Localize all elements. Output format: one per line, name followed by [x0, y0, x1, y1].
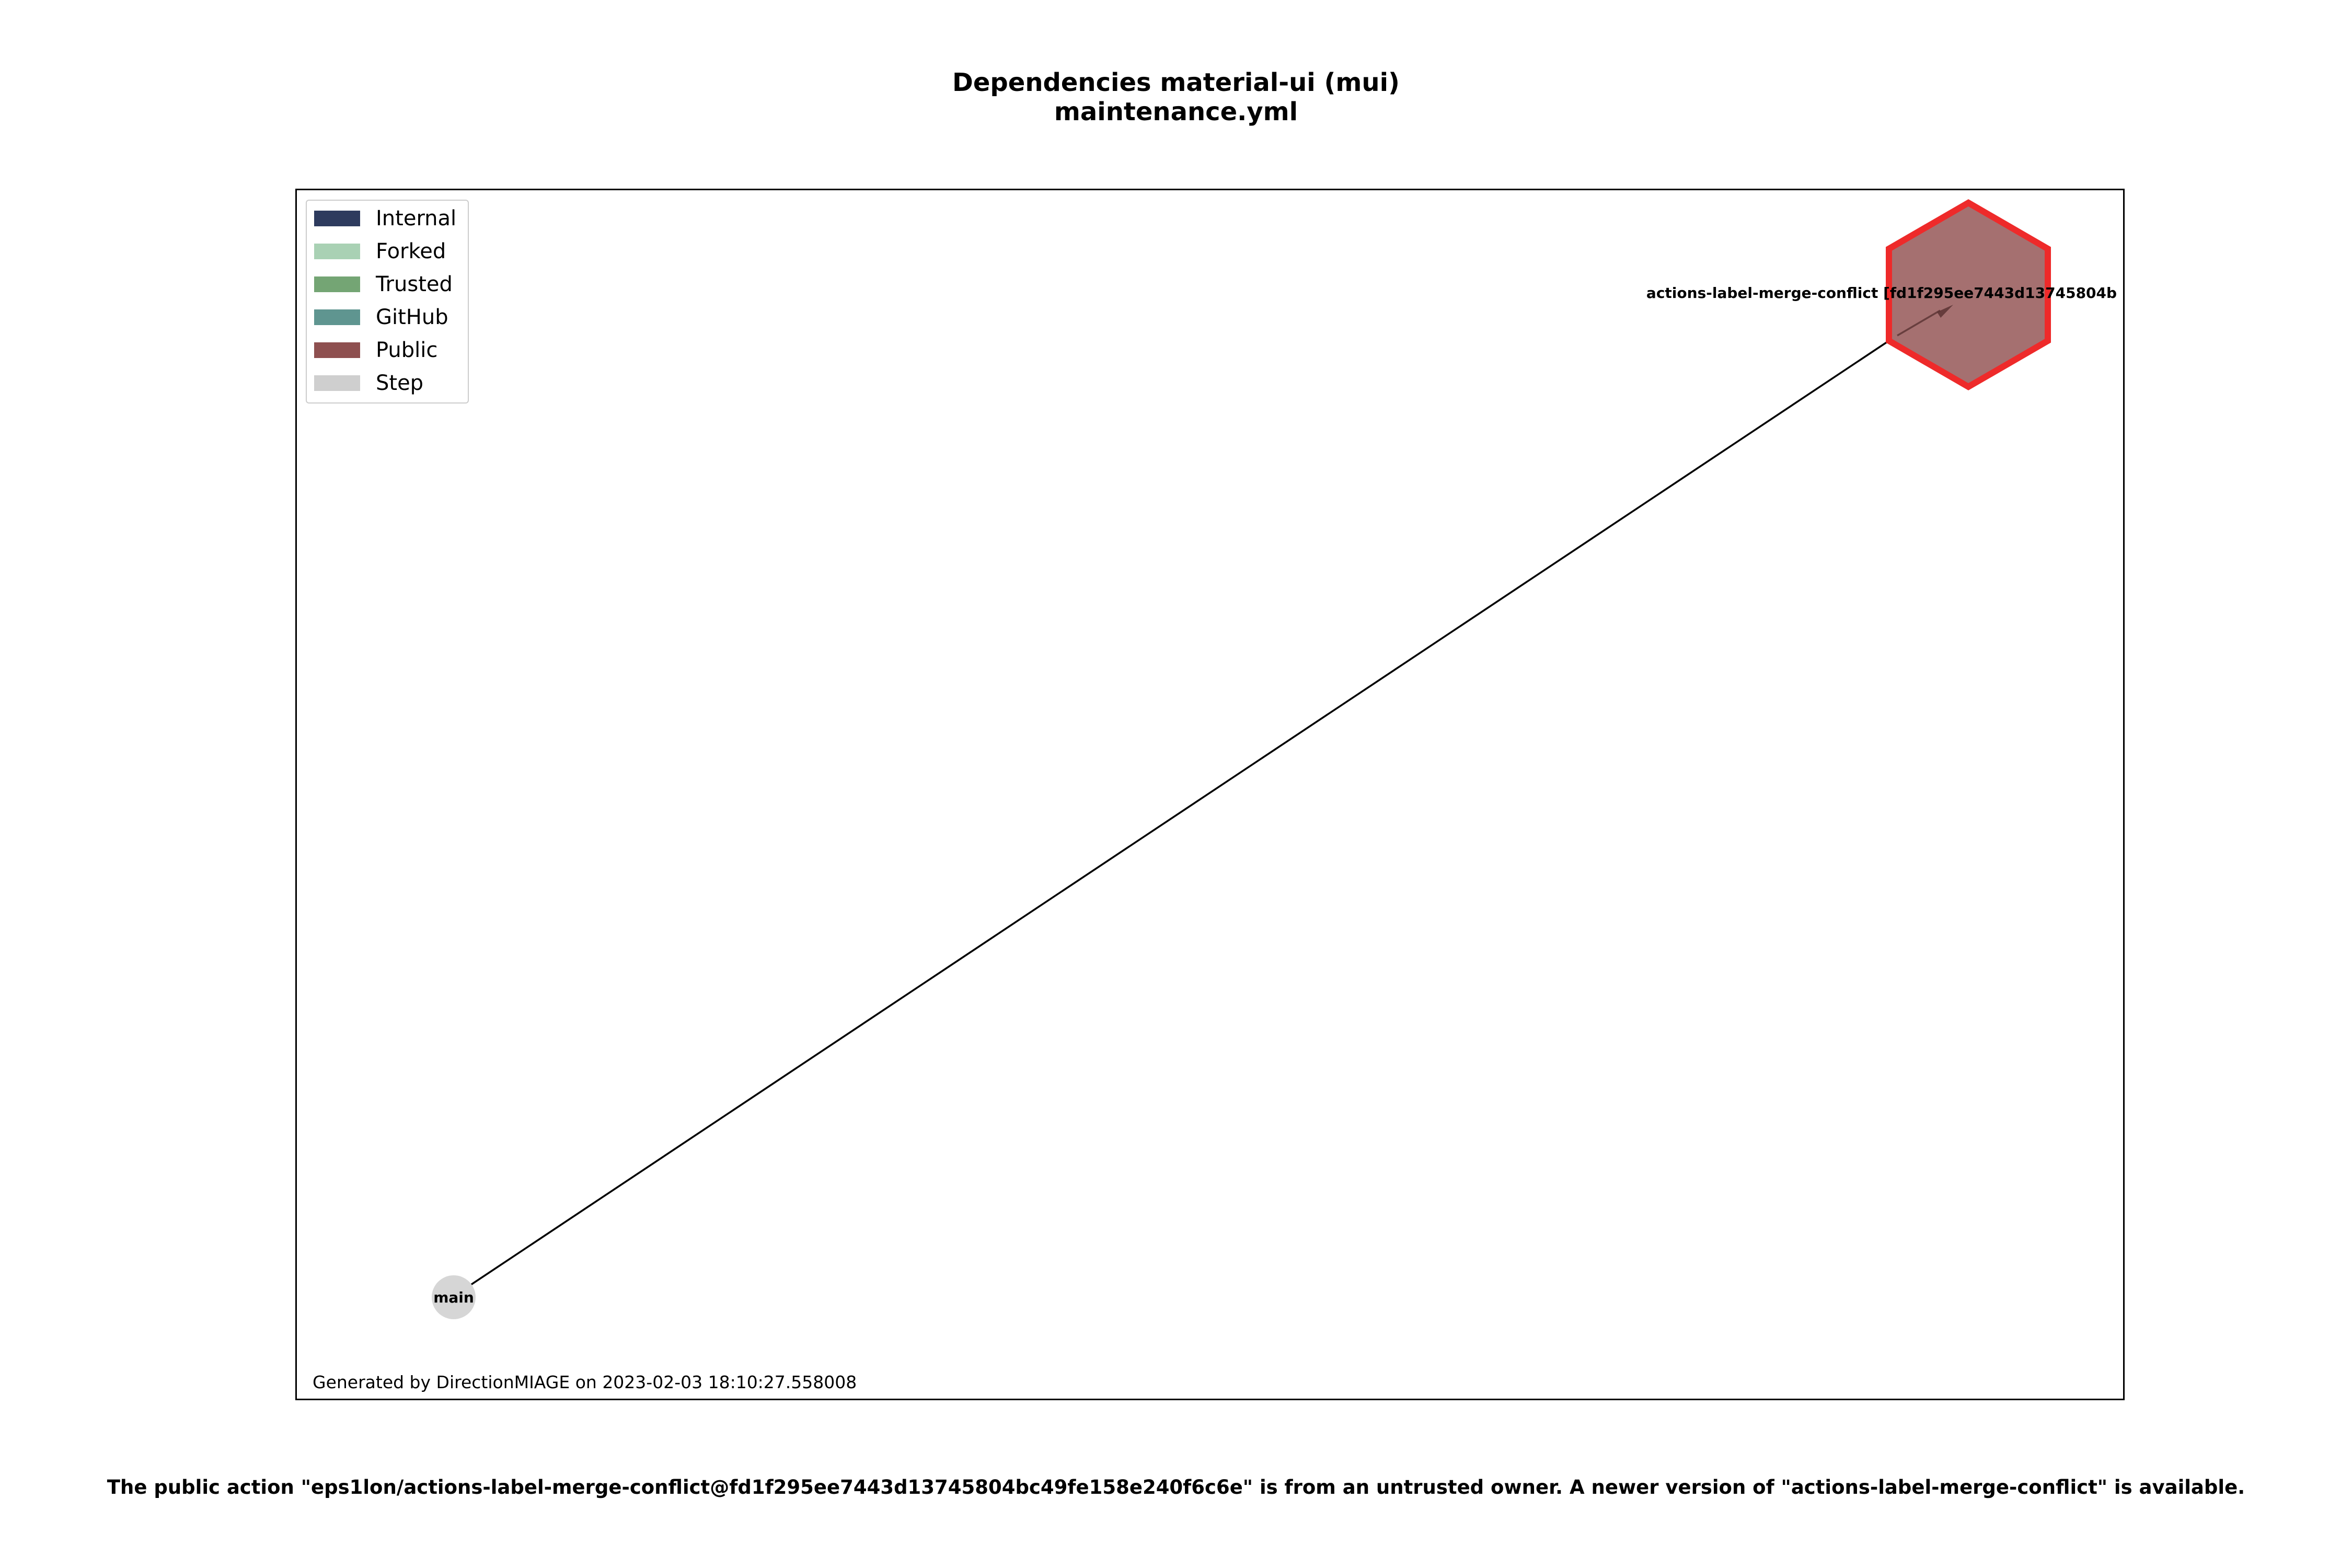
dependency-edge: [453, 333, 1899, 1297]
legend-label-trusted: Trusted: [376, 272, 453, 296]
action-node-label: actions-label-merge-conflict [fd1f295ee7…: [1646, 284, 2117, 302]
legend-swatch-public: [314, 342, 360, 358]
legend-item-github: GitHub: [314, 307, 448, 328]
legend-swatch-step: [314, 375, 360, 391]
legend-label-step: Step: [376, 371, 424, 395]
legend-label-public: Public: [376, 338, 438, 362]
edge-overlay: [1897, 309, 1941, 337]
legend-swatch-forked: [314, 244, 360, 259]
diagram-title: Dependencies material-ui (mui): [952, 68, 1400, 97]
legend-item-trusted: Trusted: [314, 274, 453, 295]
step-node-main[interactable]: [432, 1275, 476, 1319]
legend-label-internal: Internal: [376, 206, 457, 230]
diagram-subtitle: maintenance.yml: [1054, 97, 1298, 126]
legend-item-forked: Forked: [314, 241, 446, 262]
legend-swatch-trusted: [314, 276, 360, 292]
generated-by-note: Generated by DirectionMIAGE on 2023-02-0…: [313, 1372, 857, 1392]
legend-swatch-github: [314, 309, 360, 325]
legend-item-step: Step: [314, 373, 423, 394]
legend-label-github: GitHub: [376, 305, 448, 329]
legend-swatch-internal: [314, 211, 360, 226]
edge-arrowhead: [1937, 305, 1953, 318]
legend-label-forked: Forked: [376, 239, 446, 263]
step-node-label: main: [433, 1289, 474, 1306]
legend-item-internal: Internal: [314, 208, 456, 229]
graph-frame: [295, 189, 2125, 1400]
legend-item-public: Public: [314, 340, 437, 361]
warning-message: The public action "eps1lon/actions-label…: [107, 1476, 2245, 1498]
legend: Internal Forked Trusted GitHub Public St…: [306, 200, 469, 403]
action-node-hexagon[interactable]: [1886, 199, 2051, 390]
